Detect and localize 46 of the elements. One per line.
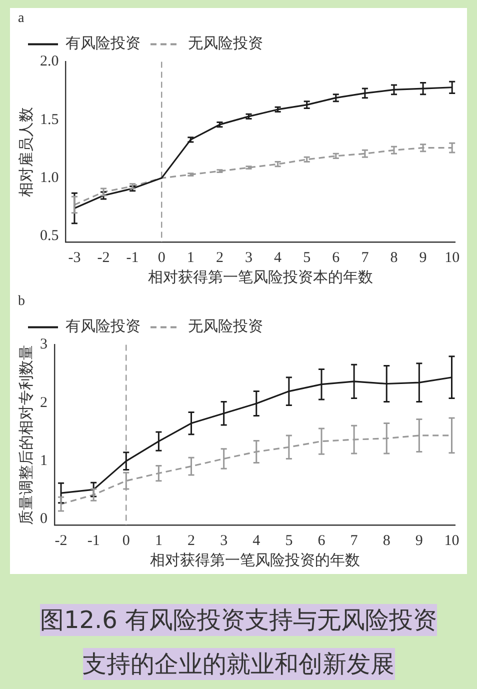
- x-tick-label: 5: [285, 532, 293, 549]
- y-tick-label: 1.5: [40, 112, 59, 128]
- chart-title: a: [18, 11, 25, 26]
- x-tick-label: 3: [220, 532, 228, 549]
- legend-label: 无风险投资: [188, 317, 263, 336]
- legend-label: 无风险投资: [188, 34, 263, 52]
- x-tick-label: 0: [158, 250, 166, 266]
- x-tick-label: 9: [415, 532, 423, 549]
- y-tick-label: 0.5: [40, 228, 59, 244]
- y-tick-label: 2.0: [40, 54, 59, 70]
- x-tick-label: -1: [87, 532, 100, 549]
- x-tick-label: 10: [444, 532, 460, 549]
- x-tick-label: 4: [252, 532, 261, 549]
- y-tick-label: 1.0: [40, 170, 59, 186]
- y-tick-label: 0: [40, 511, 48, 528]
- x-tick-label: 1: [154, 532, 162, 549]
- x-axis-title: 相对获得第一笔风险投资本的年数: [148, 268, 373, 286]
- caption: 图12.6 有风险投资支持与无风险投资支持的企业的就业和创新发展: [40, 605, 438, 680]
- x-tick-label: 8: [390, 250, 398, 266]
- x-tick-label: -2: [54, 532, 68, 549]
- y-tick-label: 3: [40, 336, 48, 353]
- y-tick-label: 1: [40, 452, 48, 469]
- x-tick-label: 2: [216, 250, 224, 266]
- x-tick-label: 9: [419, 250, 427, 266]
- x-tick-label: 7: [350, 532, 358, 549]
- y-axis-title: 质量调整后的相对专利数量: [16, 344, 35, 525]
- x-tick-label: -3: [68, 250, 81, 266]
- x-axis-title: 相对获得第一笔风险投资的年数: [150, 550, 360, 569]
- x-tick-label: -1: [126, 250, 139, 266]
- y-tick-label: 2: [40, 394, 48, 411]
- x-tick-label: 1: [186, 250, 194, 266]
- x-tick-label: 6: [332, 250, 340, 266]
- chart-title: b: [18, 294, 25, 310]
- x-tick-label: 0: [122, 532, 130, 549]
- x-tick-label: 4: [274, 250, 282, 266]
- x-tick-label: 5: [303, 250, 311, 266]
- x-tick-label: 3: [245, 250, 253, 266]
- x-tick-label: 6: [318, 532, 326, 549]
- x-tick-label: 8: [382, 532, 390, 549]
- legend-label: 有风险投资: [66, 34, 140, 52]
- x-tick-label: -2: [97, 250, 110, 266]
- y-axis-title: 相对雇员人数: [16, 106, 35, 197]
- x-tick-label: 7: [361, 250, 370, 266]
- x-tick-label: 2: [188, 532, 196, 549]
- legend-label: 有风险投资: [66, 317, 140, 336]
- x-tick-label: 10: [444, 250, 460, 266]
